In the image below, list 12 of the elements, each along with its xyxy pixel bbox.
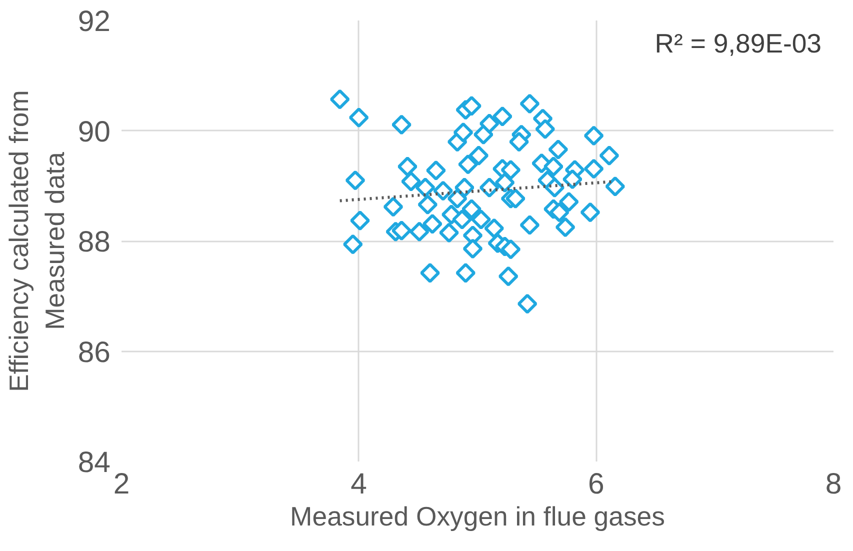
y-tick-label: 86 [78, 336, 111, 369]
y-tick-label: 84 [78, 446, 111, 479]
x-tick-label: 2 [113, 468, 130, 500]
y-tick-label: 88 [78, 226, 111, 258]
y-tick-label: 90 [78, 115, 111, 148]
x-tick-label: 4 [350, 468, 367, 500]
x-tick-label: 8 [825, 468, 842, 500]
x-tick-label: 6 [588, 468, 604, 500]
annotation: R² = 9,89E-03 [654, 28, 822, 58]
x-axis-title: Measured Oxygen in flue gases [290, 502, 665, 532]
y-tick-label: 92 [78, 5, 111, 38]
y-axis-title: Efficiency calculated from Measured data [4, 90, 70, 392]
